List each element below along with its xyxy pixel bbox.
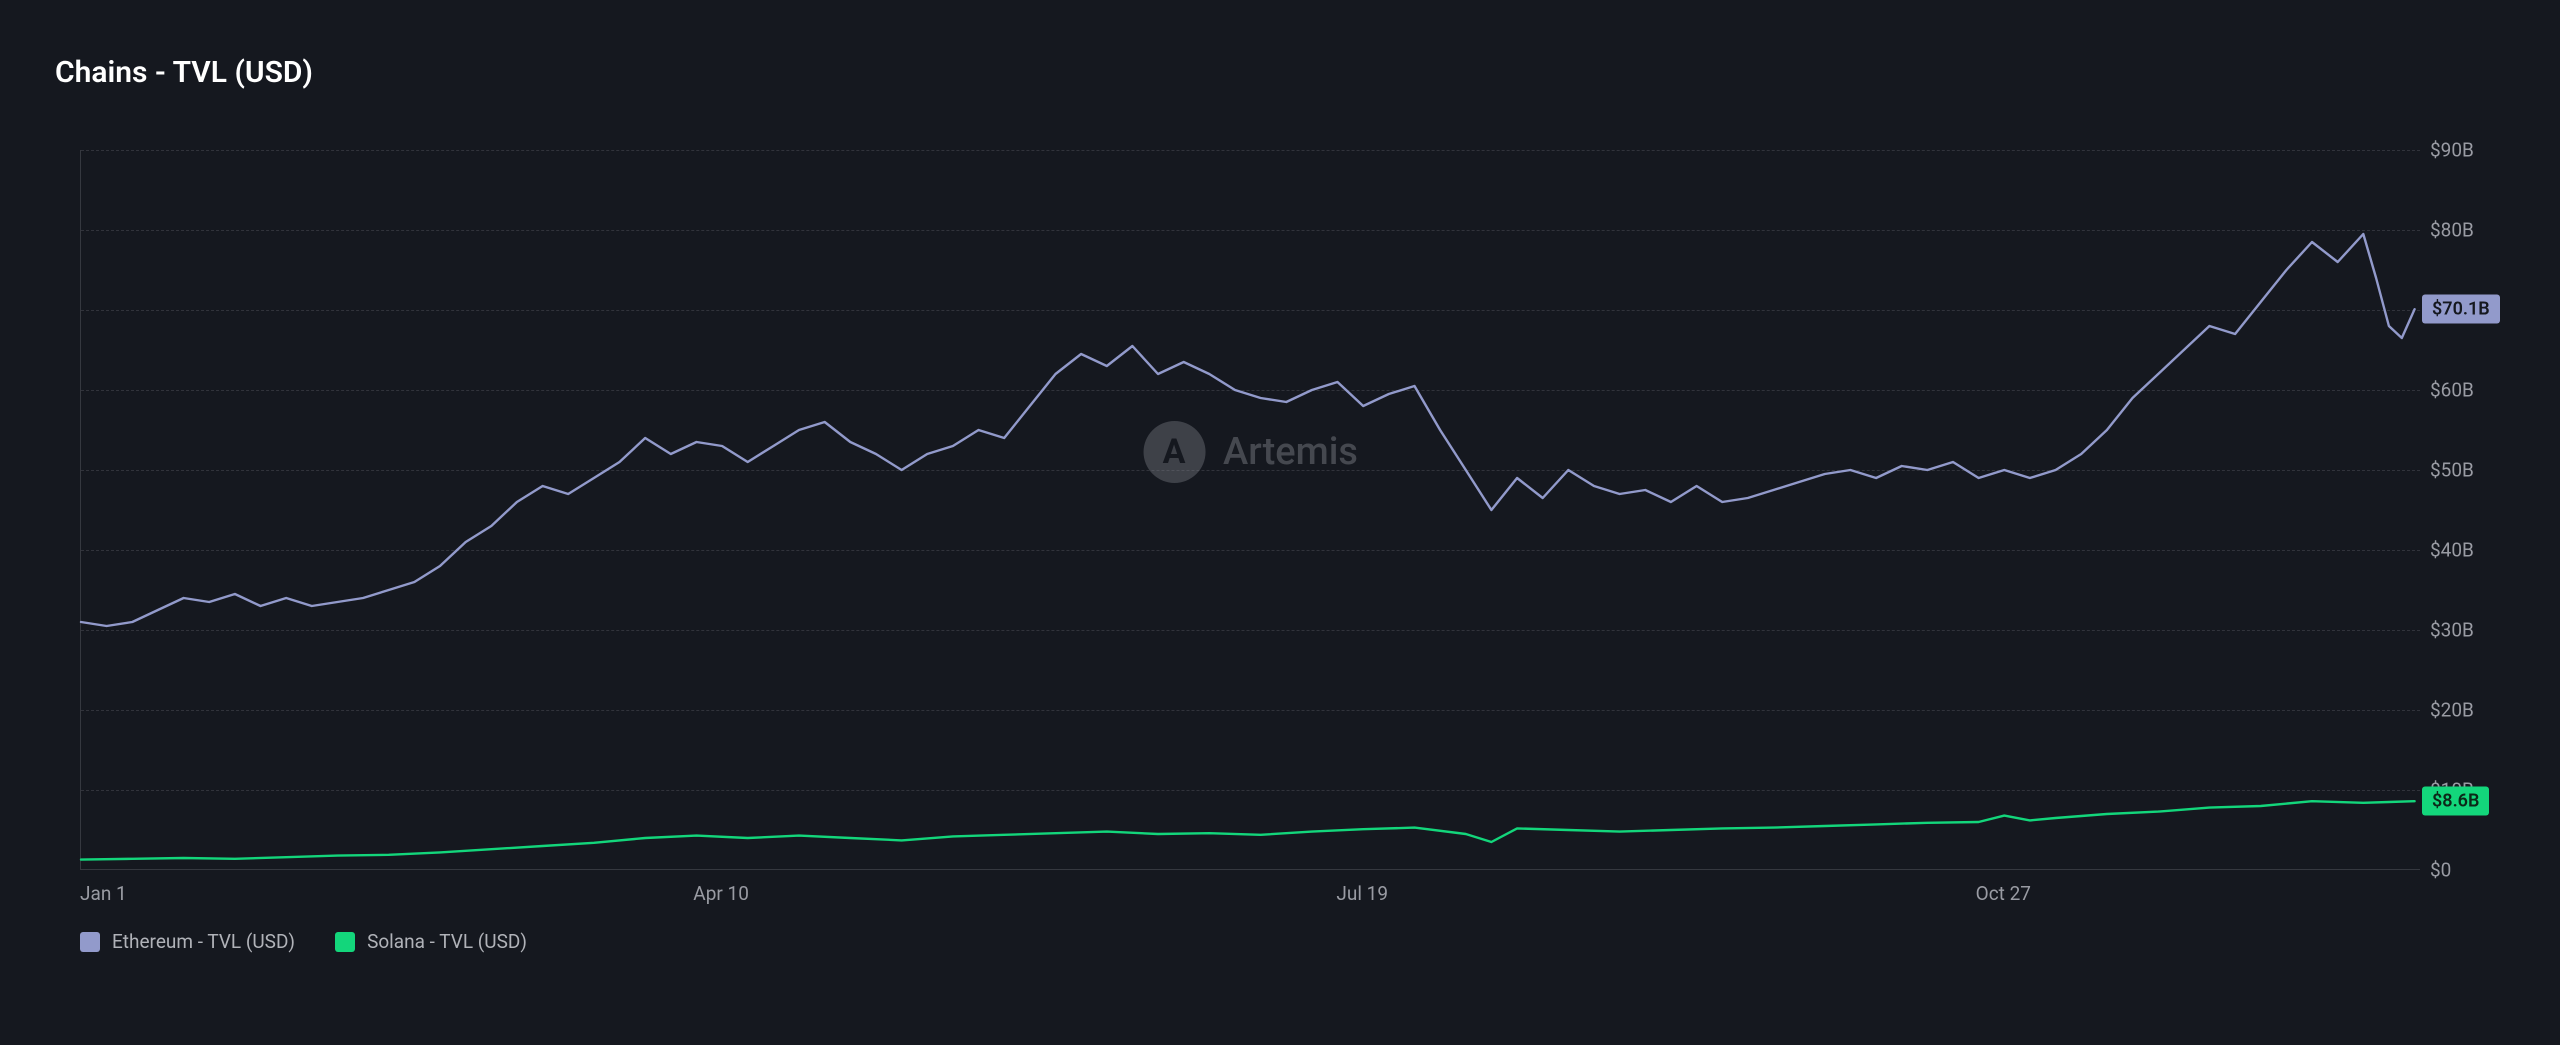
chart-lines <box>81 150 2421 870</box>
legend: Ethereum - TVL (USD) Solana - TVL (USD) <box>80 930 527 953</box>
chart-container: A Artemis $0$10B$20B$30B$40B$50B$60B$70B… <box>80 150 2530 950</box>
chart-title: Chains - TVL (USD) <box>55 55 2505 90</box>
legend-item[interactable]: Ethereum - TVL (USD) <box>80 930 295 953</box>
legend-label: Ethereum - TVL (USD) <box>112 930 295 953</box>
x-tick-label: Jul 19 <box>1336 882 1388 905</box>
y-tick-label: $0 <box>2430 859 2451 882</box>
y-tick-label: $40B <box>2430 539 2474 562</box>
y-tick-label: $80B <box>2430 219 2474 242</box>
y-tick-label: $90B <box>2430 139 2474 162</box>
legend-item[interactable]: Solana - TVL (USD) <box>335 930 527 953</box>
y-tick-label: $20B <box>2430 699 2474 722</box>
y-tick-label: $30B <box>2430 619 2474 642</box>
legend-label: Solana - TVL (USD) <box>367 930 527 953</box>
legend-swatch <box>335 932 355 952</box>
y-tick-label: $60B <box>2430 379 2474 402</box>
series-line <box>81 801 2415 859</box>
series-line <box>81 234 2415 626</box>
x-tick-label: Jan 1 <box>80 882 127 905</box>
series-end-value-badge: $8.6B <box>2422 787 2489 816</box>
x-tick-label: Oct 27 <box>1976 882 2031 905</box>
y-tick-label: $50B <box>2430 459 2474 482</box>
x-tick-label: Apr 10 <box>693 882 749 905</box>
plot-area: A Artemis <box>80 150 2420 870</box>
series-end-value-badge: $70.1B <box>2422 295 2500 324</box>
legend-swatch <box>80 932 100 952</box>
